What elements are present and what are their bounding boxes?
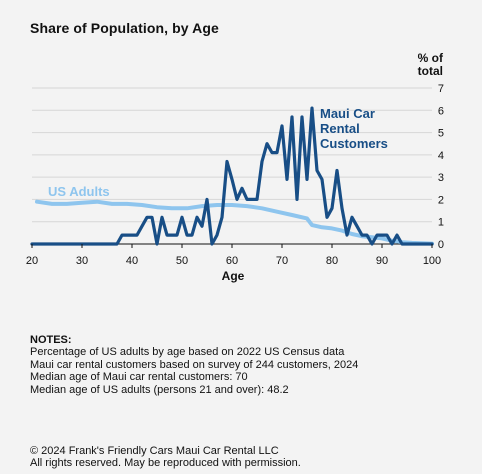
series-label-us-adults: US Adults bbox=[48, 184, 110, 199]
x-tick-label: 80 bbox=[326, 255, 338, 267]
series-label-maui-customers: Customers bbox=[320, 136, 388, 151]
series-line-maui-customers bbox=[30, 106, 434, 246]
line-chart: 0 1 2 3 4 5 6 7 20 30 40 50 60 70 80 90 100 % of total A… bbox=[26, 51, 444, 283]
x-axis-label: Age bbox=[222, 269, 245, 283]
y-axis-label-line-2: total bbox=[418, 64, 443, 78]
y-tick-label: 7 bbox=[438, 83, 444, 95]
y-tick-label: 6 bbox=[438, 105, 444, 117]
x-tick-label: 30 bbox=[76, 255, 88, 267]
note-line: Median age of US adults (persons 21 and … bbox=[30, 383, 289, 396]
y-tick-label: 1 bbox=[438, 217, 444, 229]
notes-heading: NOTES: bbox=[30, 334, 72, 346]
y-tick-label: 2 bbox=[438, 194, 444, 206]
copyright-text: © 2024 Frank's Friendly Cars Maui Car Re… bbox=[30, 445, 279, 457]
series-group bbox=[30, 106, 434, 246]
series-line-us-adults bbox=[35, 199, 434, 246]
note-line: Maui car rental customers based on surve… bbox=[30, 358, 359, 371]
x-tick-label: 50 bbox=[176, 255, 188, 267]
y-tick-label: 0 bbox=[438, 239, 444, 251]
x-tick-label: 20 bbox=[26, 255, 38, 267]
x-tick-label: 100 bbox=[423, 255, 441, 267]
x-tick-label: 40 bbox=[126, 255, 138, 267]
y-tick-label: 5 bbox=[438, 128, 444, 140]
y-axis-label-line-1: % of bbox=[418, 51, 444, 65]
rights-text: All rights reserved. May be reproduced w… bbox=[30, 457, 301, 470]
footer: © 2024 Frank's Friendly Cars Maui Car Re… bbox=[30, 445, 301, 470]
y-tick-label: 4 bbox=[438, 150, 444, 162]
x-tick-label: 90 bbox=[376, 255, 388, 267]
series-label-maui-customers: Maui Car bbox=[320, 106, 375, 121]
notes-section: NOTES: Percentage of US adults by age ba… bbox=[30, 334, 358, 396]
note-line: Median age of Maui car rental customers:… bbox=[30, 371, 248, 384]
y-tick-label: 3 bbox=[438, 172, 444, 184]
x-tick-label: 70 bbox=[276, 255, 288, 267]
series-label-maui-customers: Rental bbox=[320, 121, 360, 136]
note-line: Percentage of US adults by age based on … bbox=[30, 346, 345, 359]
chart-title: Share of Population, by Age bbox=[30, 20, 219, 36]
x-tick-label: 60 bbox=[226, 255, 238, 267]
tick-labels: 0 1 2 3 4 5 6 7 20 30 40 50 60 70 80 90 100 bbox=[26, 83, 444, 267]
